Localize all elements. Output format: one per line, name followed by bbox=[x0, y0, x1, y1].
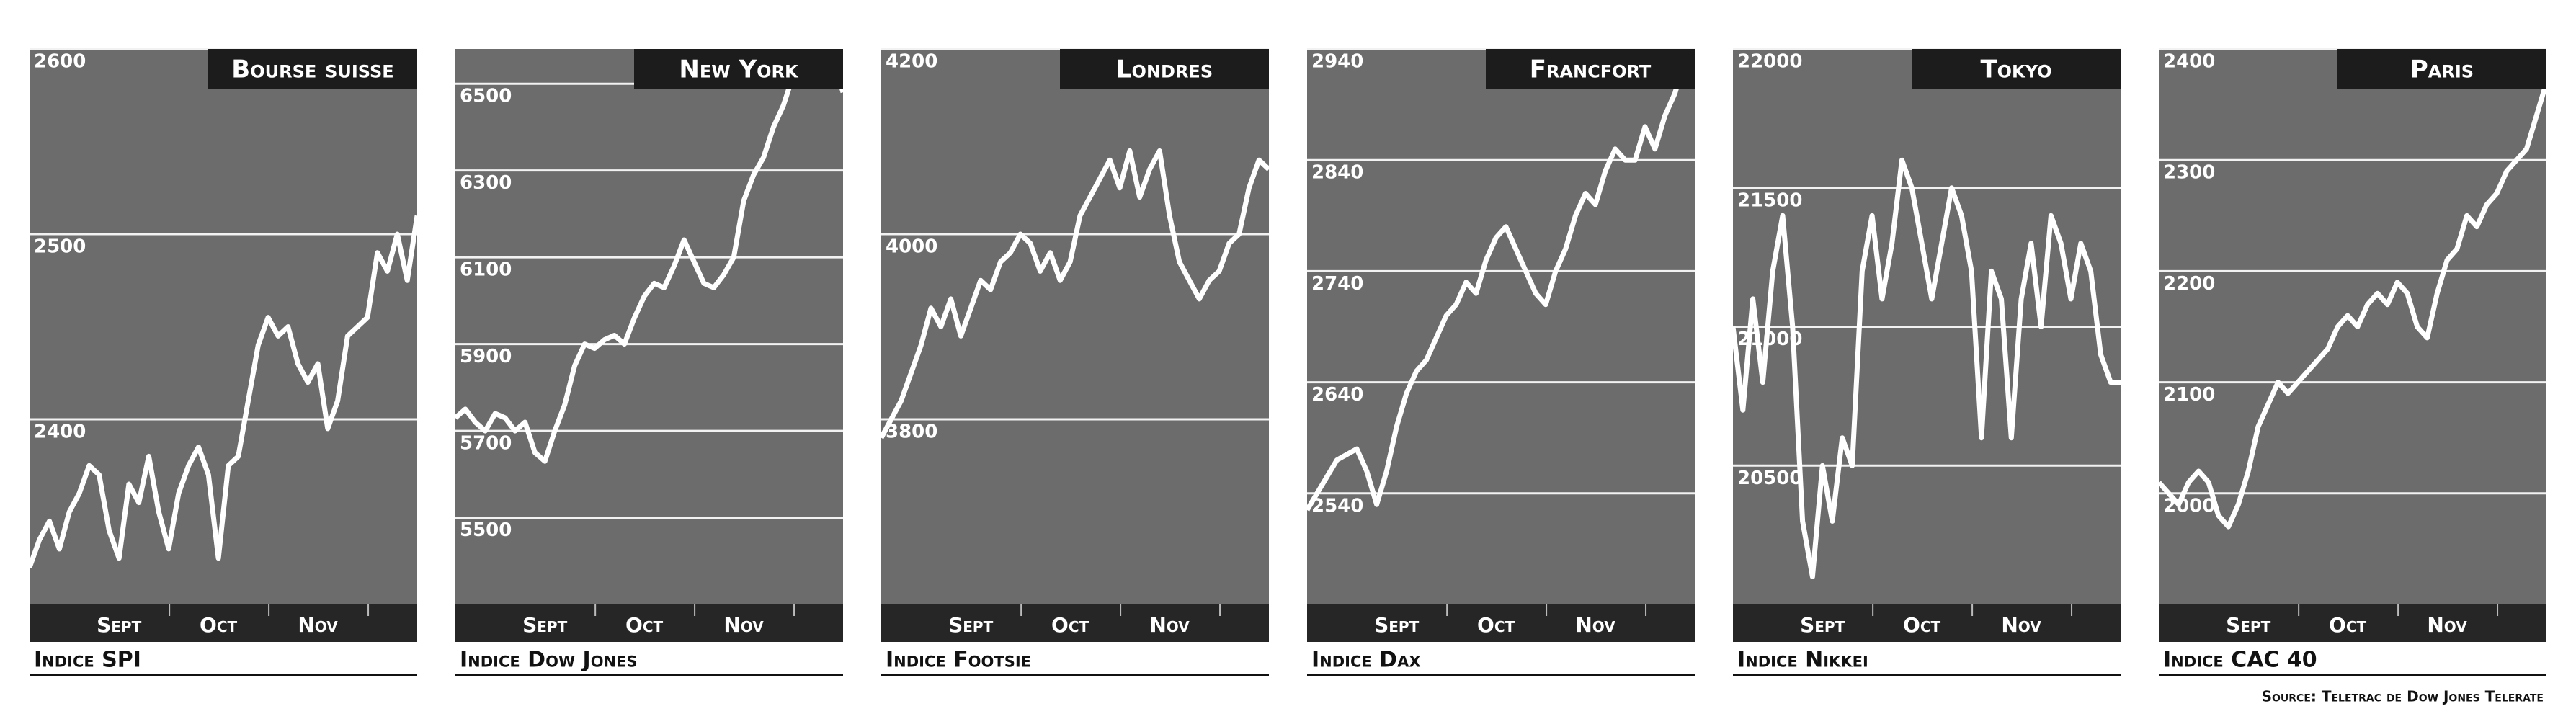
title-box bbox=[1060, 49, 1269, 89]
x-tick-label: Oct bbox=[1903, 613, 1940, 637]
x-tick-label: Sept bbox=[948, 613, 993, 637]
x-tick-label: Nov bbox=[1575, 613, 1615, 637]
chart-title: Tokyo bbox=[1980, 55, 2051, 84]
index-label: Indice CAC 40 bbox=[2163, 648, 2317, 673]
x-axis-bar bbox=[455, 604, 843, 642]
y-tick-label: 2640 bbox=[1311, 384, 1363, 406]
x-tick-label: Oct bbox=[625, 613, 663, 637]
title-box bbox=[2337, 49, 2546, 89]
x-tick-label: Nov bbox=[2001, 613, 2041, 637]
x-tick-label: Nov bbox=[1149, 613, 1190, 637]
y-tick-label: 5500 bbox=[460, 519, 512, 541]
y-tick-label: 2740 bbox=[1311, 273, 1363, 295]
x-tick-label: Sept bbox=[522, 613, 567, 637]
x-tick-label: Sept bbox=[97, 613, 141, 637]
x-axis-bar bbox=[1733, 604, 2121, 642]
y-tick-label: 2100 bbox=[2163, 384, 2215, 406]
plot-background bbox=[881, 49, 1269, 604]
x-tick-label: Nov bbox=[723, 613, 764, 637]
title-box bbox=[634, 49, 843, 89]
price-line bbox=[1304, 57, 1698, 512]
price-line bbox=[1730, 157, 2121, 579]
index-label: Indice Dax bbox=[1311, 648, 1421, 673]
y-tick-label: 2400 bbox=[34, 421, 86, 443]
x-axis-bar bbox=[881, 604, 1269, 642]
y-tick-label: 2600 bbox=[34, 51, 86, 73]
source: Source: Teletrac de Dow Jones Telerate bbox=[2262, 688, 2544, 705]
title-box bbox=[1912, 49, 2121, 89]
index-label: Indice Dow Jones bbox=[460, 648, 638, 673]
y-tick-label: 5700 bbox=[460, 433, 512, 455]
x-tick-label: Sept bbox=[1800, 613, 1845, 637]
y-tick-label: 2940 bbox=[1311, 51, 1363, 73]
y-tick-label: 2840 bbox=[1311, 162, 1363, 184]
y-tick-label: 22000 bbox=[1737, 51, 1802, 73]
price-line bbox=[2157, 81, 2549, 530]
chart-title: Francfort bbox=[1530, 55, 1652, 84]
chart-title: Bourse suisse bbox=[231, 55, 393, 84]
chart-title: New York bbox=[679, 55, 799, 84]
y-tick-label: 2500 bbox=[34, 236, 86, 258]
x-axis-bar bbox=[30, 604, 417, 642]
x-tick-label: Sept bbox=[2226, 613, 2270, 637]
y-tick-label: 4000 bbox=[886, 236, 937, 258]
y-tick-label: 6100 bbox=[460, 259, 512, 281]
chart-title: Londres bbox=[1116, 55, 1213, 84]
y-tick-label: 2200 bbox=[2163, 273, 2215, 295]
x-axis-bar bbox=[1307, 604, 1695, 642]
plot-background bbox=[2159, 49, 2546, 604]
y-tick-label: 3800 bbox=[886, 421, 937, 443]
price-line bbox=[453, 46, 846, 464]
y-tick-label: 21500 bbox=[1737, 189, 1802, 211]
index-label: Indice Nikkei bbox=[1737, 648, 1868, 673]
x-tick-label: Oct bbox=[2329, 613, 2366, 637]
x-tick-label: Oct bbox=[200, 613, 237, 637]
x-tick-label: Nov bbox=[2427, 613, 2467, 637]
index-label: Indice SPI bbox=[34, 648, 141, 673]
y-tick-label: 2400 bbox=[2163, 51, 2215, 73]
x-tick-label: Oct bbox=[1051, 613, 1089, 637]
x-tick-label: Sept bbox=[1374, 613, 1419, 637]
x-tick-label: Oct bbox=[1477, 613, 1515, 637]
price-line bbox=[878, 148, 1271, 439]
y-tick-label: 6500 bbox=[460, 86, 512, 107]
y-tick-label: 5900 bbox=[460, 346, 512, 367]
index-label: Indice Footsie bbox=[886, 648, 1031, 673]
y-tick-label: 2540 bbox=[1311, 495, 1363, 517]
y-tick-label: 2300 bbox=[2163, 162, 2215, 184]
y-tick-label: 4200 bbox=[886, 51, 937, 73]
y-tick-label: 20500 bbox=[1737, 468, 1802, 489]
title-box bbox=[1486, 49, 1695, 89]
x-tick-label: Nov bbox=[298, 613, 338, 637]
x-axis-bar bbox=[2159, 604, 2546, 642]
y-tick-label: 6300 bbox=[460, 172, 512, 194]
title-box bbox=[208, 49, 417, 89]
plot-background bbox=[1307, 49, 1695, 604]
chart-title: Paris bbox=[2410, 55, 2474, 84]
plot-background bbox=[455, 49, 843, 604]
price-line bbox=[27, 215, 420, 568]
